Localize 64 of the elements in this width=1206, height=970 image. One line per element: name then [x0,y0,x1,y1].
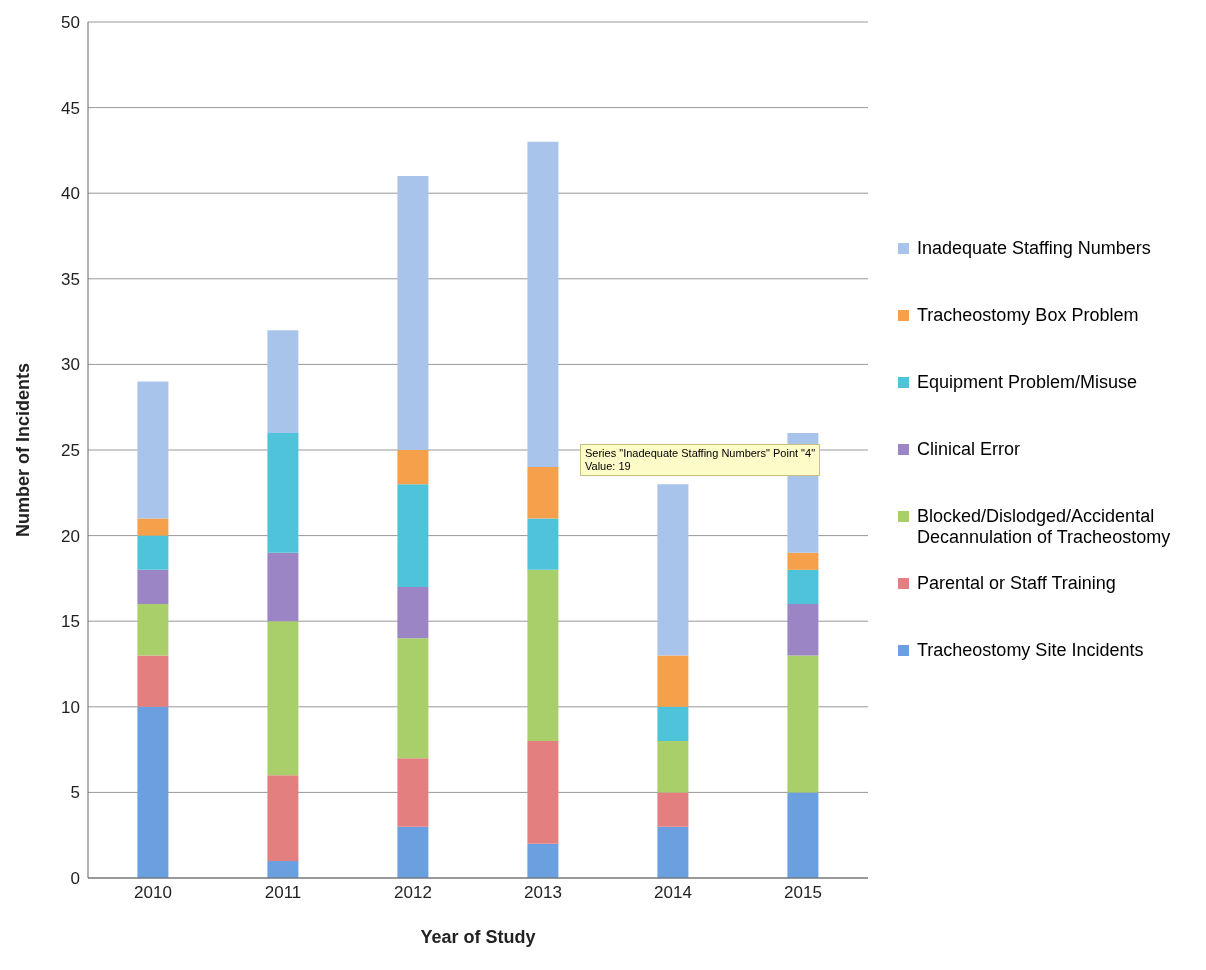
legend-label: Inadequate Staffing Numbers [917,238,1151,259]
y-tick-label: 30 [61,355,80,375]
y-tick-label: 5 [70,783,80,803]
legend-label: Blocked/Dislodged/Accidental Decannulation of Tracheostomy [917,506,1172,548]
annotation: Series "Inadequate Staffing Numbers" Point "4" Value: 19 [580,444,821,476]
y-tick-label: 45 [61,98,80,118]
bar [787,655,819,793]
x-tick-label: 2014 [654,883,692,903]
bar [267,330,299,433]
bar [657,484,689,656]
bar [137,655,169,707]
bar [527,518,559,570]
y-tick-label: 0 [70,869,80,889]
bar [657,706,689,742]
bar [787,792,819,878]
x-tick-label: 2010 [134,883,172,903]
y-tick-label: 10 [61,697,80,717]
x-axis-title: Year of Study [420,927,536,947]
bar [397,176,429,450]
y-tick-label: 25 [61,441,80,461]
bar [397,484,429,587]
legend-label: Tracheostomy Site Incidents [917,640,1144,661]
bar [527,843,559,878]
bar [787,569,819,605]
bar [527,569,559,742]
bar [137,381,169,519]
bar [657,655,689,707]
y-axis-title: Number of Incidents [13,362,34,538]
bar [657,826,689,878]
bar [527,467,559,519]
y-tick-label: 40 [61,184,80,204]
bar [267,860,299,878]
y-tick-label: 20 [61,526,80,546]
bar [787,604,819,656]
bar [657,741,689,793]
bar [267,621,299,776]
bar [267,432,299,553]
y-tick-label: 15 [61,612,80,632]
legend-label: Equipment Problem/Misuse [917,372,1138,393]
y-tick-label: 50 [61,13,80,33]
bar [397,826,429,878]
x-tick-label: 2011 [264,883,302,903]
bar [137,518,169,536]
bar [397,586,429,639]
bar [397,638,429,759]
legend-label: Parental or Staff Training [917,573,1116,594]
bar [267,775,299,861]
bar [137,604,169,656]
x-tick-label: 2012 [394,883,432,903]
bar [267,552,299,622]
legend-label: Tracheostomy Box Problem [917,305,1139,326]
bar [137,535,169,570]
x-tick-label: 2013 [524,883,562,903]
bar [657,792,689,827]
x-tick-label: 2015 [784,883,822,903]
bar [787,552,819,570]
y-tick-label: 35 [61,269,80,289]
bar [397,450,429,485]
bar [527,741,559,844]
bar [397,758,429,827]
bar [527,141,559,468]
bar [137,706,169,878]
bar [137,569,169,605]
legend-label: Clinical Error [917,439,1021,460]
